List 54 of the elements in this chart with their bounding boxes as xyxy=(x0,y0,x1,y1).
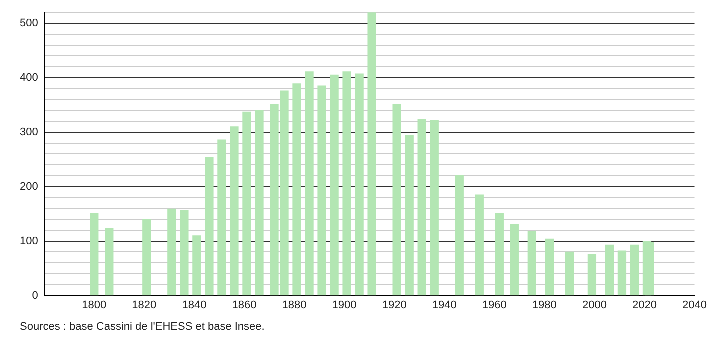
bar xyxy=(342,72,352,296)
bar xyxy=(142,219,152,296)
y-tick-label: 200 xyxy=(20,180,38,193)
bar xyxy=(255,110,264,296)
y-tick-label: 500 xyxy=(20,18,38,30)
x-tick-label: 1860 xyxy=(232,299,257,312)
x-tick-label: 1960 xyxy=(482,299,507,312)
x-tick-label: 2020 xyxy=(632,299,657,312)
x-tick-label: 1940 xyxy=(432,299,457,312)
bar xyxy=(430,120,439,296)
bar xyxy=(305,72,314,296)
bar xyxy=(565,252,574,296)
x-tick-label: 2000 xyxy=(582,299,607,312)
bar xyxy=(368,12,376,296)
source-note: Sources : base Cassini de l'EHESS et base Insee. xyxy=(20,321,265,333)
bar xyxy=(392,104,402,296)
y-tick-label: 300 xyxy=(20,126,38,138)
bar xyxy=(495,213,504,296)
bar xyxy=(588,254,597,296)
bar xyxy=(355,74,364,296)
y-tick-label: 400 xyxy=(20,72,38,84)
bar xyxy=(168,208,176,296)
bar xyxy=(418,119,426,296)
bar xyxy=(192,236,202,296)
x-tick-label: 1800 xyxy=(82,299,107,312)
bar xyxy=(318,86,326,296)
x-tick-label: 1840 xyxy=(182,299,207,312)
bar xyxy=(205,157,214,296)
bar xyxy=(405,135,414,296)
bar xyxy=(330,74,339,296)
bar xyxy=(510,224,519,296)
x-tick-label: 1900 xyxy=(332,299,357,312)
bar xyxy=(292,84,302,296)
bar xyxy=(645,242,654,296)
x-tick-label: 1880 xyxy=(282,299,307,312)
bar xyxy=(230,126,239,296)
x-tick-label: 1920 xyxy=(382,299,407,312)
bar xyxy=(475,194,484,296)
bar xyxy=(90,213,99,296)
bar xyxy=(630,244,640,296)
bar xyxy=(105,228,114,296)
bar xyxy=(545,238,554,296)
x-tick-label: 1820 xyxy=(132,299,157,312)
bar xyxy=(455,175,464,296)
bar xyxy=(605,244,614,296)
bar xyxy=(528,231,536,296)
y-tick-label: 0 xyxy=(32,290,38,302)
x-tick-label: 2040 xyxy=(682,299,708,312)
x-tick-label: 1980 xyxy=(532,299,557,312)
bar xyxy=(242,112,252,296)
y-tick-label: 100 xyxy=(20,235,38,248)
bar xyxy=(218,140,226,296)
bar xyxy=(618,250,627,296)
bar xyxy=(180,210,189,296)
